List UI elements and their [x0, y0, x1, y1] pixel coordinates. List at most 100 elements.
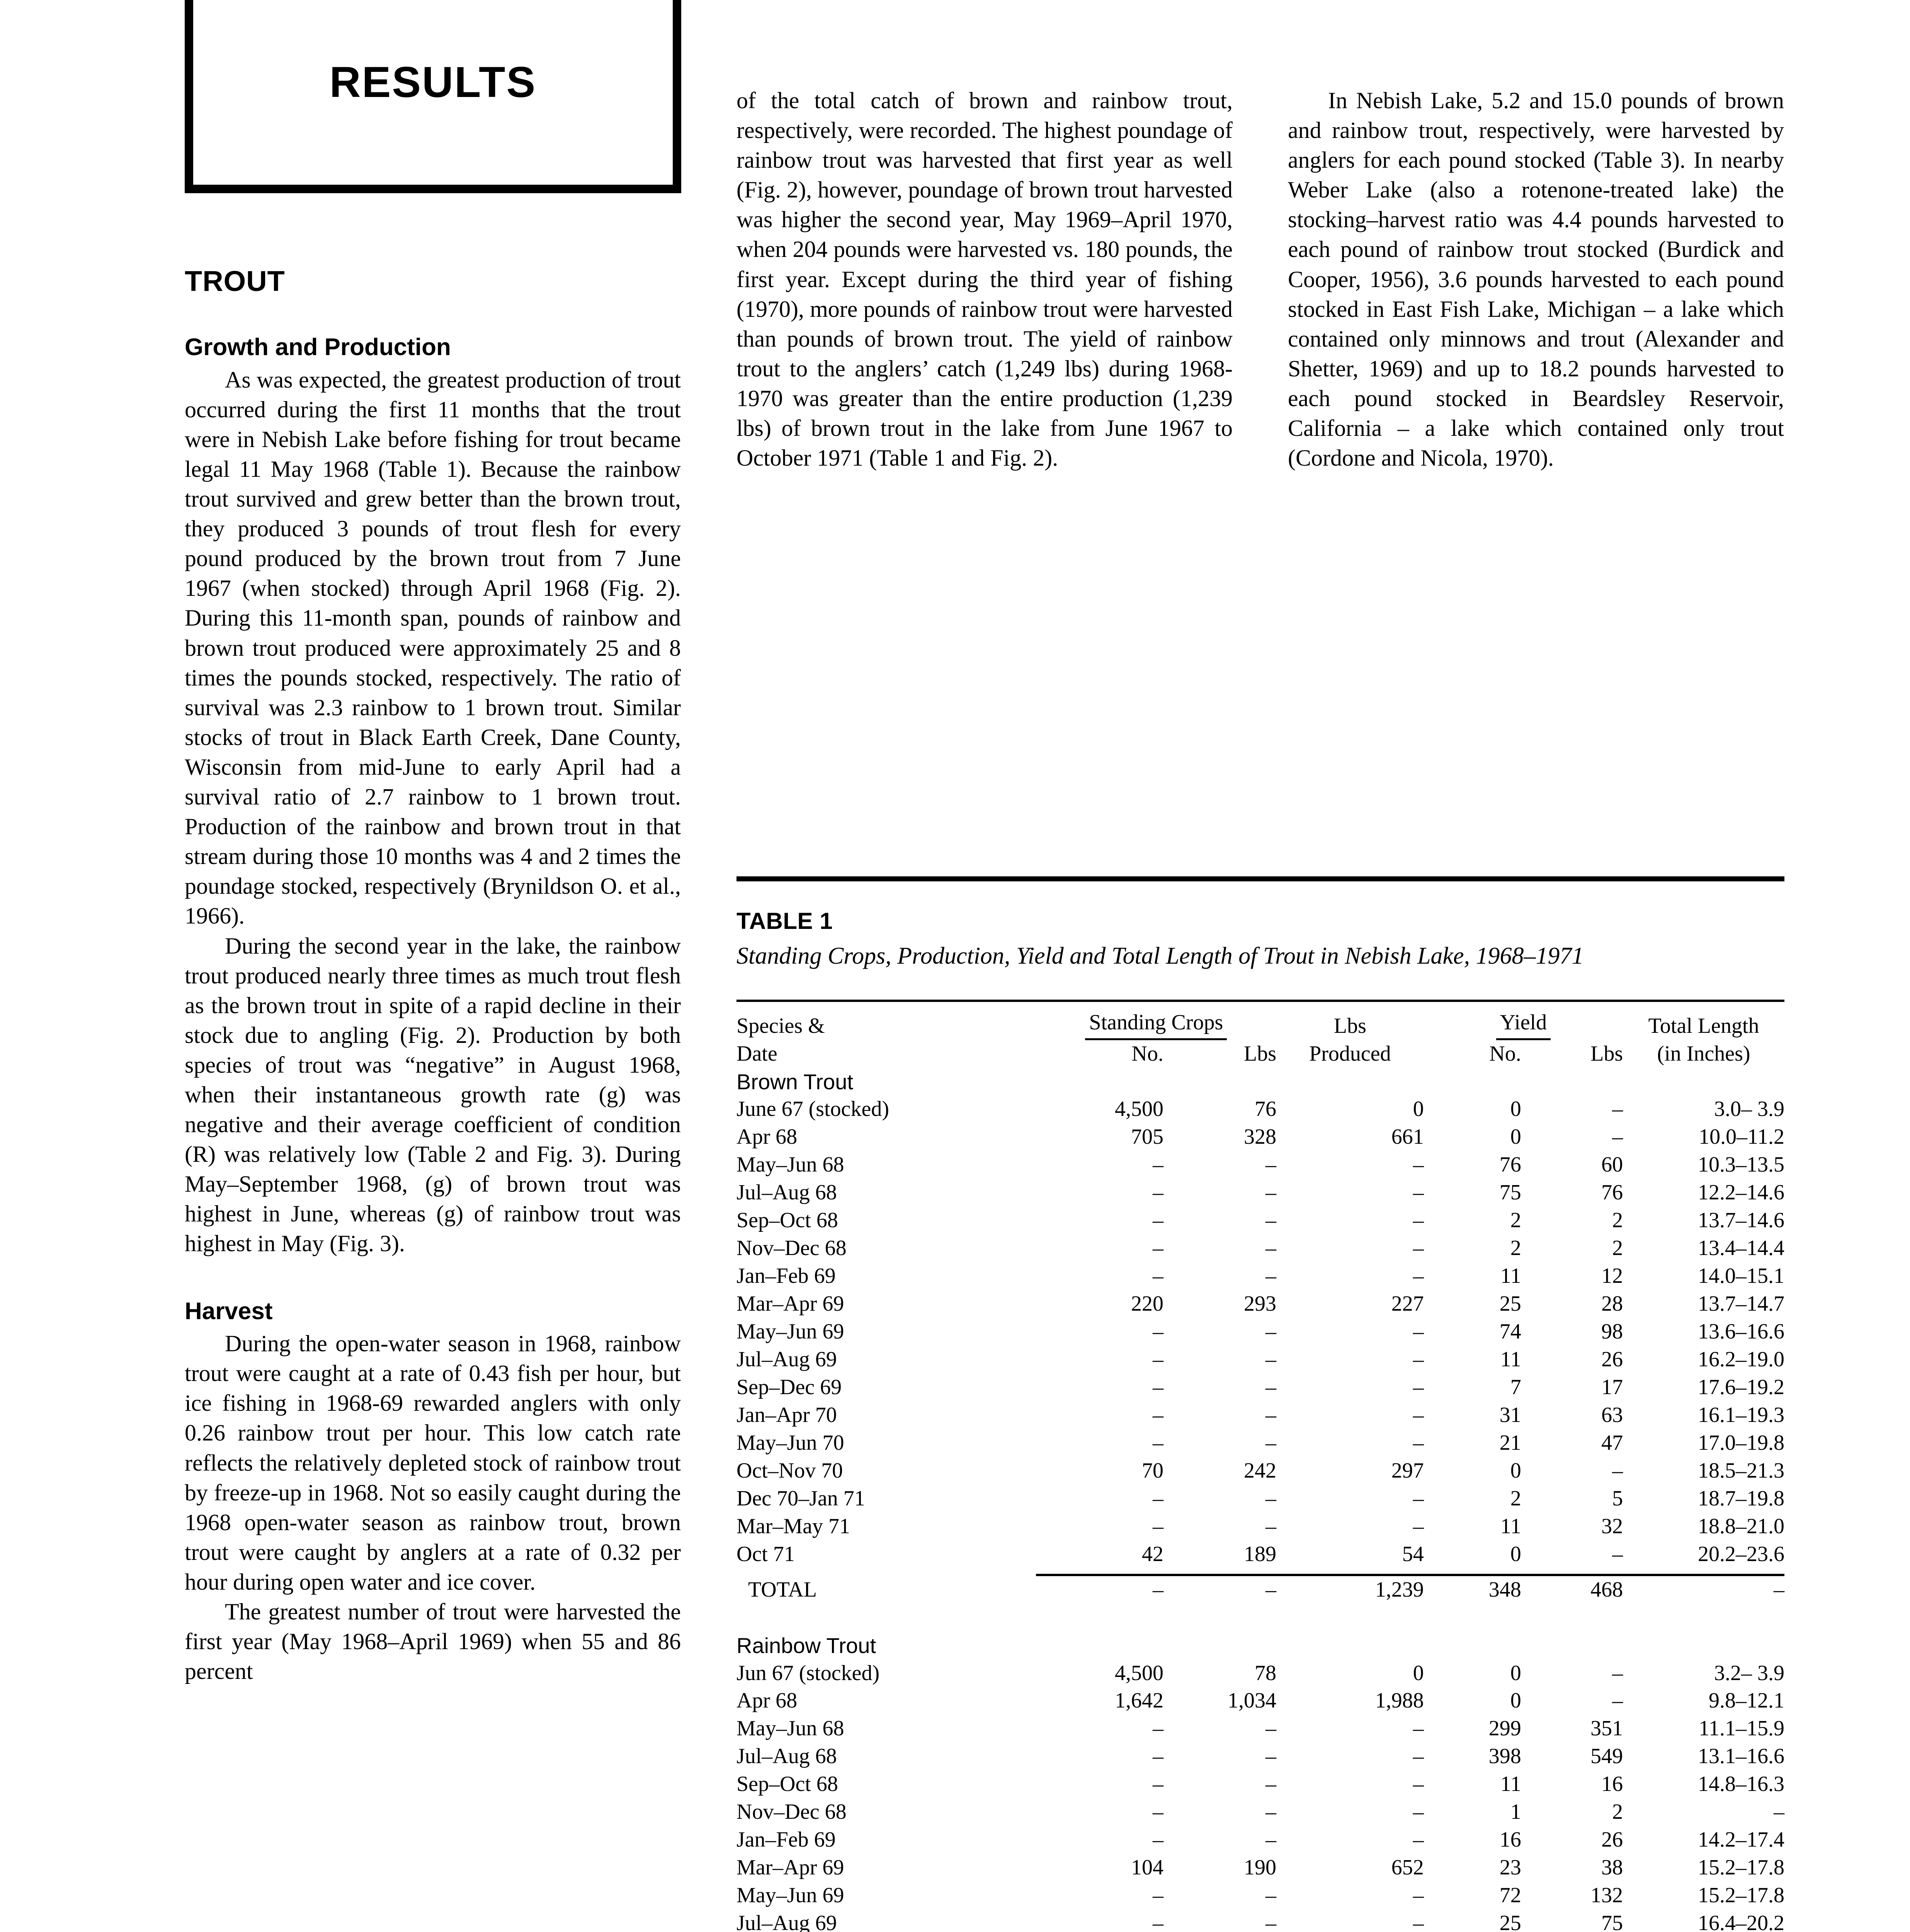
table-row: Oct 71 42 189 54 0 – 20.2–23.6	[736, 1541, 1784, 1568]
row-date-cell: May–Jun 68	[736, 1716, 844, 1741]
text-column-3: In Nebish Lake, 5.2 and 15.0 pounds of b…	[1288, 86, 1784, 473]
row-date-cell: Jul–Aug 68	[736, 1744, 837, 1769]
subtotal-rule-cell	[1036, 1568, 1163, 1576]
row-date-cell: June 67 (stocked)	[736, 1097, 890, 1121]
row-value-cell: 328	[1243, 1125, 1276, 1149]
row-date-cell: Oct 71	[736, 1542, 795, 1566]
row-value-cell: 20.2–23.6	[1698, 1542, 1784, 1566]
header-standing-lbs: Lbs	[1243, 1041, 1276, 1066]
row-value-cell: 11	[1500, 1264, 1521, 1288]
row-value-cell: –	[1413, 1180, 1424, 1205]
row-value-cell: 1,988	[1375, 1689, 1424, 1713]
row-value-cell: 2	[1510, 1208, 1521, 1233]
row-date-cell: Oct–Nov 70	[736, 1458, 843, 1483]
row-value-cell: 75	[1499, 1180, 1521, 1205]
row-value-cell: 13.7–14.6	[1698, 1208, 1784, 1233]
row-value-cell: 3.0– 3.9	[1714, 1097, 1784, 1121]
row-value-cell: 549	[1590, 1744, 1623, 1769]
table-spacer-cell	[736, 1604, 1784, 1632]
row-value-cell: 0	[1510, 1458, 1521, 1483]
row-value-cell: 2	[1510, 1236, 1521, 1260]
row-value-cell: 398	[1488, 1744, 1521, 1769]
subtotal-rule-cell	[1521, 1568, 1623, 1576]
table-body: Brown Trout June 67 (stocked) 4,500 76 0 0–3.…	[736, 1068, 1784, 1932]
table-header: Species & Standing Crops Lbs Yield Total…	[736, 1009, 1784, 1068]
header-yield-lbs: Lbs	[1590, 1041, 1623, 1066]
row-value-cell: 63	[1601, 1403, 1623, 1427]
table-row: Mar–May 71 – – – 11 32 18.8–21.0	[736, 1513, 1784, 1541]
row-value-cell: –	[1152, 1716, 1163, 1741]
table-header-rule	[736, 999, 1784, 1002]
row-value-cell: 0	[1510, 1689, 1521, 1713]
header-group-standing-crops: Standing Crops	[1036, 1009, 1276, 1040]
row-value-cell: –	[1612, 1097, 1623, 1121]
table-row: Jul–Aug 69 – – – 11 26 16.2–19.0	[736, 1346, 1784, 1374]
row-value-cell: 2	[1612, 1208, 1623, 1233]
row-value-cell: –	[1612, 1458, 1623, 1483]
header-standing-no: No.	[1131, 1041, 1163, 1066]
table-1: Species & Standing Crops Lbs Yield Total…	[736, 1009, 1784, 1932]
table-row: Jan–Feb 69 – – – 11 12 14.0–15.1	[736, 1262, 1784, 1290]
row-date-cell: Jan–Apr 70	[736, 1403, 837, 1427]
row-value-cell: 17.0–19.8	[1698, 1430, 1784, 1455]
row-value-cell: –	[1612, 1661, 1623, 1685]
row-value-cell: 0	[1413, 1097, 1424, 1121]
row-value-cell: 190	[1243, 1855, 1276, 1880]
row-value-cell: 297	[1391, 1458, 1424, 1483]
row-date-cell: Mar–Apr 69	[736, 1855, 844, 1880]
row-value-cell: –	[1612, 1689, 1623, 1713]
header-group-yield: Yield	[1424, 1009, 1623, 1040]
table-group-row: Brown Trout	[736, 1068, 1784, 1096]
row-date-cell: Apr 68	[736, 1125, 798, 1149]
total-value-cell: 1,239	[1375, 1577, 1424, 1602]
paragraph: In Nebish Lake, 5.2 and 15.0 pounds of b…	[1288, 88, 1784, 471]
subtotal-rule-cell	[1623, 1568, 1784, 1576]
table-row: Jan–Apr 70 – – – 31 63 16.1–19.3	[736, 1401, 1784, 1429]
row-value-cell: –	[1152, 1264, 1163, 1288]
row-date-cell: Jun 67 (stocked)	[736, 1661, 880, 1685]
row-value-cell: –	[1265, 1800, 1276, 1824]
table-row: Sep–Oct 68 – – – 2 2 13.7–14.6	[736, 1207, 1784, 1235]
table-row: Jul–Aug 68 – – – 398 549 13.1–16.6	[736, 1743, 1784, 1770]
subtotal-rule-cell	[1276, 1568, 1424, 1576]
paragraph: of the total catch of brown and rainbow …	[736, 88, 1233, 471]
row-value-cell: –	[1413, 1883, 1424, 1908]
row-date-cell: May–Jun 69	[736, 1883, 844, 1908]
row-value-cell: 661	[1391, 1125, 1424, 1149]
row-value-cell: 12.2–14.6	[1698, 1180, 1784, 1205]
row-value-cell: 10.0–11.2	[1699, 1125, 1784, 1149]
subtotal-rule-cell	[1424, 1568, 1521, 1576]
subtotal-rule-cell	[1163, 1568, 1276, 1576]
row-value-cell: 47	[1601, 1430, 1623, 1455]
row-value-cell: –	[1413, 1772, 1424, 1796]
row-value-cell: 98	[1601, 1320, 1623, 1344]
row-value-cell: 15.2–17.8	[1698, 1883, 1784, 1908]
paragraph: During the open-water season in 1968, ra…	[185, 1331, 681, 1595]
row-value-cell: –	[1265, 1772, 1276, 1796]
row-value-cell: 0	[1510, 1097, 1521, 1121]
row-value-cell: 72	[1499, 1883, 1521, 1908]
row-value-cell: –	[1265, 1208, 1276, 1233]
row-value-cell: 11.1–15.9	[1699, 1716, 1784, 1741]
total-value-cell: –	[1152, 1577, 1163, 1602]
row-value-cell: 11	[1500, 1772, 1521, 1796]
row-value-cell: –	[1265, 1320, 1276, 1344]
table-row: Mar–Apr 69 220 293 227 25 28 13.7–14.7	[736, 1290, 1784, 1318]
row-value-cell: 2	[1612, 1236, 1623, 1260]
row-value-cell: –	[1413, 1208, 1424, 1233]
row-value-cell: –	[1152, 1514, 1163, 1538]
row-value-cell: 13.1–16.6	[1698, 1744, 1784, 1769]
paragraph: The greatest number of trout were harves…	[185, 1599, 681, 1684]
page-title: RESULTS	[329, 58, 537, 106]
table-row: May–Jun 68 – – – 299 351 11.1–15.9	[736, 1715, 1784, 1743]
row-value-cell: 0	[1510, 1125, 1521, 1149]
header-yield-no: No.	[1489, 1041, 1521, 1066]
row-date-cell: May–Jun 68	[736, 1153, 844, 1177]
table-row: May–Jun 70 – – – 21 47 17.0–19.8	[736, 1429, 1784, 1457]
row-value-cell: –	[1413, 1430, 1424, 1455]
row-value-cell: 74	[1499, 1320, 1521, 1344]
row-value-cell: –	[1413, 1828, 1424, 1852]
table-row: Jun 67 (stocked) 4,500 78 0 0 – 3.2– 3.9	[736, 1660, 1784, 1687]
table-row: Sep–Oct 68 – – – 11 16 14.8–16.3	[736, 1770, 1784, 1798]
row-value-cell: –	[1152, 1800, 1163, 1824]
